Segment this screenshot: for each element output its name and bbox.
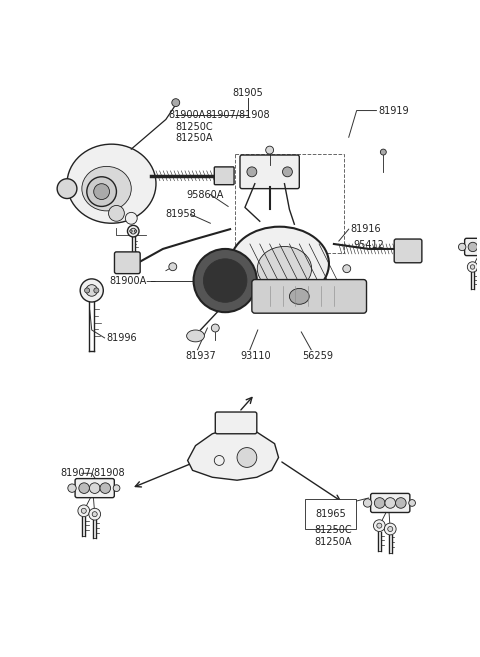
Text: 81965: 81965 bbox=[315, 509, 346, 519]
Circle shape bbox=[388, 526, 393, 532]
Circle shape bbox=[130, 230, 132, 233]
Circle shape bbox=[89, 509, 101, 520]
FancyBboxPatch shape bbox=[75, 478, 114, 497]
Circle shape bbox=[237, 447, 257, 467]
Circle shape bbox=[363, 499, 372, 507]
Circle shape bbox=[343, 265, 351, 273]
Circle shape bbox=[81, 509, 86, 513]
Ellipse shape bbox=[187, 330, 204, 342]
Text: 81996: 81996 bbox=[107, 333, 137, 343]
Circle shape bbox=[377, 523, 382, 528]
Circle shape bbox=[214, 455, 224, 465]
Circle shape bbox=[169, 263, 177, 271]
Circle shape bbox=[100, 483, 110, 493]
Circle shape bbox=[94, 184, 109, 200]
Circle shape bbox=[125, 212, 137, 224]
Ellipse shape bbox=[82, 166, 131, 211]
Text: 81900A: 81900A bbox=[169, 110, 206, 120]
FancyBboxPatch shape bbox=[240, 155, 300, 189]
FancyBboxPatch shape bbox=[465, 238, 480, 256]
Circle shape bbox=[380, 149, 386, 155]
Text: 81916: 81916 bbox=[351, 224, 381, 234]
Circle shape bbox=[86, 284, 97, 296]
Circle shape bbox=[172, 99, 180, 106]
Text: 81958: 81958 bbox=[166, 210, 197, 219]
Circle shape bbox=[409, 499, 416, 507]
Circle shape bbox=[374, 497, 385, 509]
Text: 81937: 81937 bbox=[186, 351, 216, 361]
FancyBboxPatch shape bbox=[394, 239, 422, 263]
Text: 95860A: 95860A bbox=[187, 190, 224, 200]
Circle shape bbox=[128, 225, 139, 237]
Circle shape bbox=[78, 505, 90, 516]
Circle shape bbox=[80, 279, 103, 302]
Text: 95412: 95412 bbox=[354, 240, 384, 250]
Text: 81250A: 81250A bbox=[314, 537, 352, 547]
Circle shape bbox=[283, 167, 292, 177]
FancyBboxPatch shape bbox=[252, 280, 367, 313]
Text: 81919: 81919 bbox=[378, 106, 409, 116]
Ellipse shape bbox=[230, 227, 329, 301]
Circle shape bbox=[87, 177, 117, 206]
FancyBboxPatch shape bbox=[114, 252, 140, 274]
Circle shape bbox=[468, 242, 478, 252]
Circle shape bbox=[247, 167, 257, 177]
Circle shape bbox=[385, 497, 396, 509]
FancyBboxPatch shape bbox=[214, 167, 234, 185]
Circle shape bbox=[68, 484, 76, 492]
Text: 56259: 56259 bbox=[302, 351, 333, 361]
Text: 81907/81908: 81907/81908 bbox=[205, 110, 270, 120]
Circle shape bbox=[94, 288, 99, 293]
Text: 93110: 93110 bbox=[240, 351, 271, 361]
Circle shape bbox=[478, 242, 480, 252]
Ellipse shape bbox=[257, 246, 312, 291]
Text: 81905: 81905 bbox=[232, 88, 264, 98]
FancyBboxPatch shape bbox=[216, 412, 257, 434]
Circle shape bbox=[131, 228, 136, 234]
FancyBboxPatch shape bbox=[371, 493, 410, 512]
Text: 81250A: 81250A bbox=[176, 133, 213, 143]
Text: 81900A—: 81900A— bbox=[109, 275, 156, 286]
Circle shape bbox=[79, 483, 89, 493]
Circle shape bbox=[108, 206, 124, 221]
Circle shape bbox=[384, 523, 396, 535]
Circle shape bbox=[373, 520, 385, 532]
Circle shape bbox=[57, 179, 77, 198]
Text: 81250C: 81250C bbox=[176, 122, 214, 132]
Ellipse shape bbox=[289, 288, 309, 304]
Circle shape bbox=[470, 265, 475, 269]
Circle shape bbox=[204, 259, 247, 302]
Polygon shape bbox=[188, 428, 278, 480]
Circle shape bbox=[458, 243, 466, 251]
Circle shape bbox=[477, 265, 480, 275]
Text: 81907/81908: 81907/81908 bbox=[60, 468, 125, 478]
Text: 81250C: 81250C bbox=[314, 525, 352, 535]
Circle shape bbox=[92, 512, 97, 516]
Circle shape bbox=[84, 288, 90, 293]
Circle shape bbox=[134, 230, 137, 233]
Circle shape bbox=[211, 324, 219, 332]
Ellipse shape bbox=[67, 144, 156, 223]
Circle shape bbox=[89, 483, 100, 493]
Circle shape bbox=[266, 146, 274, 154]
Circle shape bbox=[468, 261, 478, 272]
Circle shape bbox=[113, 485, 120, 491]
Circle shape bbox=[396, 497, 406, 509]
Circle shape bbox=[193, 249, 257, 312]
